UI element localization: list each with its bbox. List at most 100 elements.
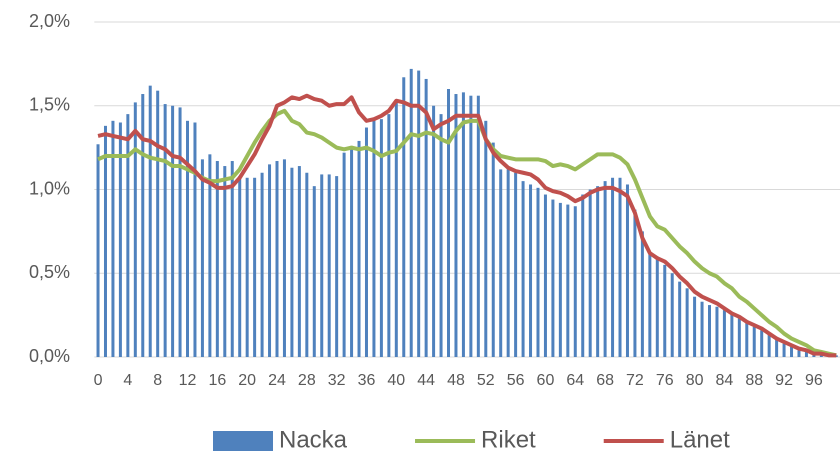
x-tick-label: 40 — [387, 372, 405, 389]
legend-label: Riket — [481, 426, 536, 453]
bar — [238, 176, 242, 357]
bar — [223, 166, 227, 357]
bar — [156, 90, 160, 358]
bar — [275, 161, 279, 357]
bar — [625, 184, 629, 357]
bar — [342, 152, 346, 357]
bar — [357, 140, 361, 357]
bar — [379, 119, 383, 358]
legend-label: Länet — [670, 426, 730, 453]
x-tick-label: 20 — [238, 372, 256, 389]
bar — [230, 161, 234, 357]
x-tick-label: 72 — [626, 372, 644, 389]
bar — [685, 288, 689, 357]
x-tick-label: 88 — [745, 372, 763, 389]
bar — [797, 350, 801, 357]
bar — [432, 105, 436, 357]
bar — [476, 95, 480, 357]
x-tick-label: 4 — [123, 372, 132, 389]
bar — [454, 94, 458, 358]
y-tick-label: 1,0% — [29, 178, 70, 198]
x-tick-label: 16 — [208, 372, 226, 389]
bar — [469, 95, 473, 357]
x-tick-label: 36 — [358, 372, 376, 389]
bar — [163, 104, 167, 357]
bar — [678, 281, 682, 357]
bar — [96, 144, 100, 357]
x-tick-label: 92 — [775, 372, 793, 389]
bar — [253, 177, 257, 357]
bar — [588, 189, 592, 357]
bar — [200, 159, 204, 357]
legend-label: Nacka — [279, 426, 348, 453]
bar — [186, 120, 190, 357]
bar — [543, 194, 547, 357]
bar — [730, 313, 734, 357]
bar — [402, 77, 406, 358]
bar — [715, 306, 719, 357]
bar — [536, 187, 540, 357]
x-tick-label: 76 — [656, 372, 674, 389]
bar — [618, 177, 622, 357]
bar — [178, 107, 182, 357]
bar — [417, 70, 421, 357]
legend-swatch — [213, 431, 273, 451]
bar — [335, 176, 339, 357]
bar — [670, 273, 674, 357]
x-tick-label: 52 — [477, 372, 495, 389]
x-tick-label: 60 — [537, 372, 555, 389]
bar — [290, 167, 294, 357]
bar — [424, 78, 428, 357]
bar — [506, 169, 510, 357]
bar — [461, 92, 465, 357]
x-tick-label: 48 — [447, 372, 465, 389]
bar — [708, 305, 712, 357]
bar — [529, 184, 533, 357]
bar — [611, 177, 615, 357]
line — [97, 108, 837, 358]
line — [97, 93, 837, 358]
bar — [767, 333, 771, 357]
bar — [312, 186, 316, 357]
bar — [514, 172, 518, 357]
bar — [171, 105, 175, 357]
bar — [573, 206, 577, 357]
x-tick-label: 80 — [686, 372, 704, 389]
bar — [409, 68, 413, 358]
bar — [640, 231, 644, 357]
bar — [297, 166, 301, 357]
bar — [804, 351, 808, 357]
bar — [268, 164, 272, 357]
bar — [327, 174, 331, 357]
bar — [581, 194, 585, 357]
bar — [350, 145, 354, 357]
bar — [111, 120, 115, 357]
bar — [663, 264, 667, 357]
x-tick-label: 12 — [179, 372, 197, 389]
x-tick-label: 84 — [716, 372, 734, 389]
x-tick-label: 96 — [805, 372, 823, 389]
bar — [790, 346, 794, 357]
x-tick-label: 24 — [268, 372, 286, 389]
bar — [499, 169, 503, 357]
bar — [484, 120, 488, 357]
bar — [566, 204, 570, 357]
y-tick-label: 0,5% — [29, 262, 70, 282]
y-tick-label: 1,5% — [29, 95, 70, 115]
y-tick-label: 2,0% — [29, 11, 70, 31]
bar — [693, 296, 697, 357]
y-tick-label: 0,0% — [29, 346, 70, 366]
bar — [752, 326, 756, 357]
bar — [245, 177, 249, 357]
bar — [737, 318, 741, 357]
bar — [633, 209, 637, 357]
bar — [782, 343, 786, 357]
bar — [819, 355, 823, 357]
bar — [193, 122, 197, 357]
bar — [364, 127, 368, 358]
bar — [834, 355, 838, 357]
bar — [700, 301, 704, 357]
bar — [215, 161, 219, 357]
x-tick-label: 32 — [328, 372, 346, 389]
